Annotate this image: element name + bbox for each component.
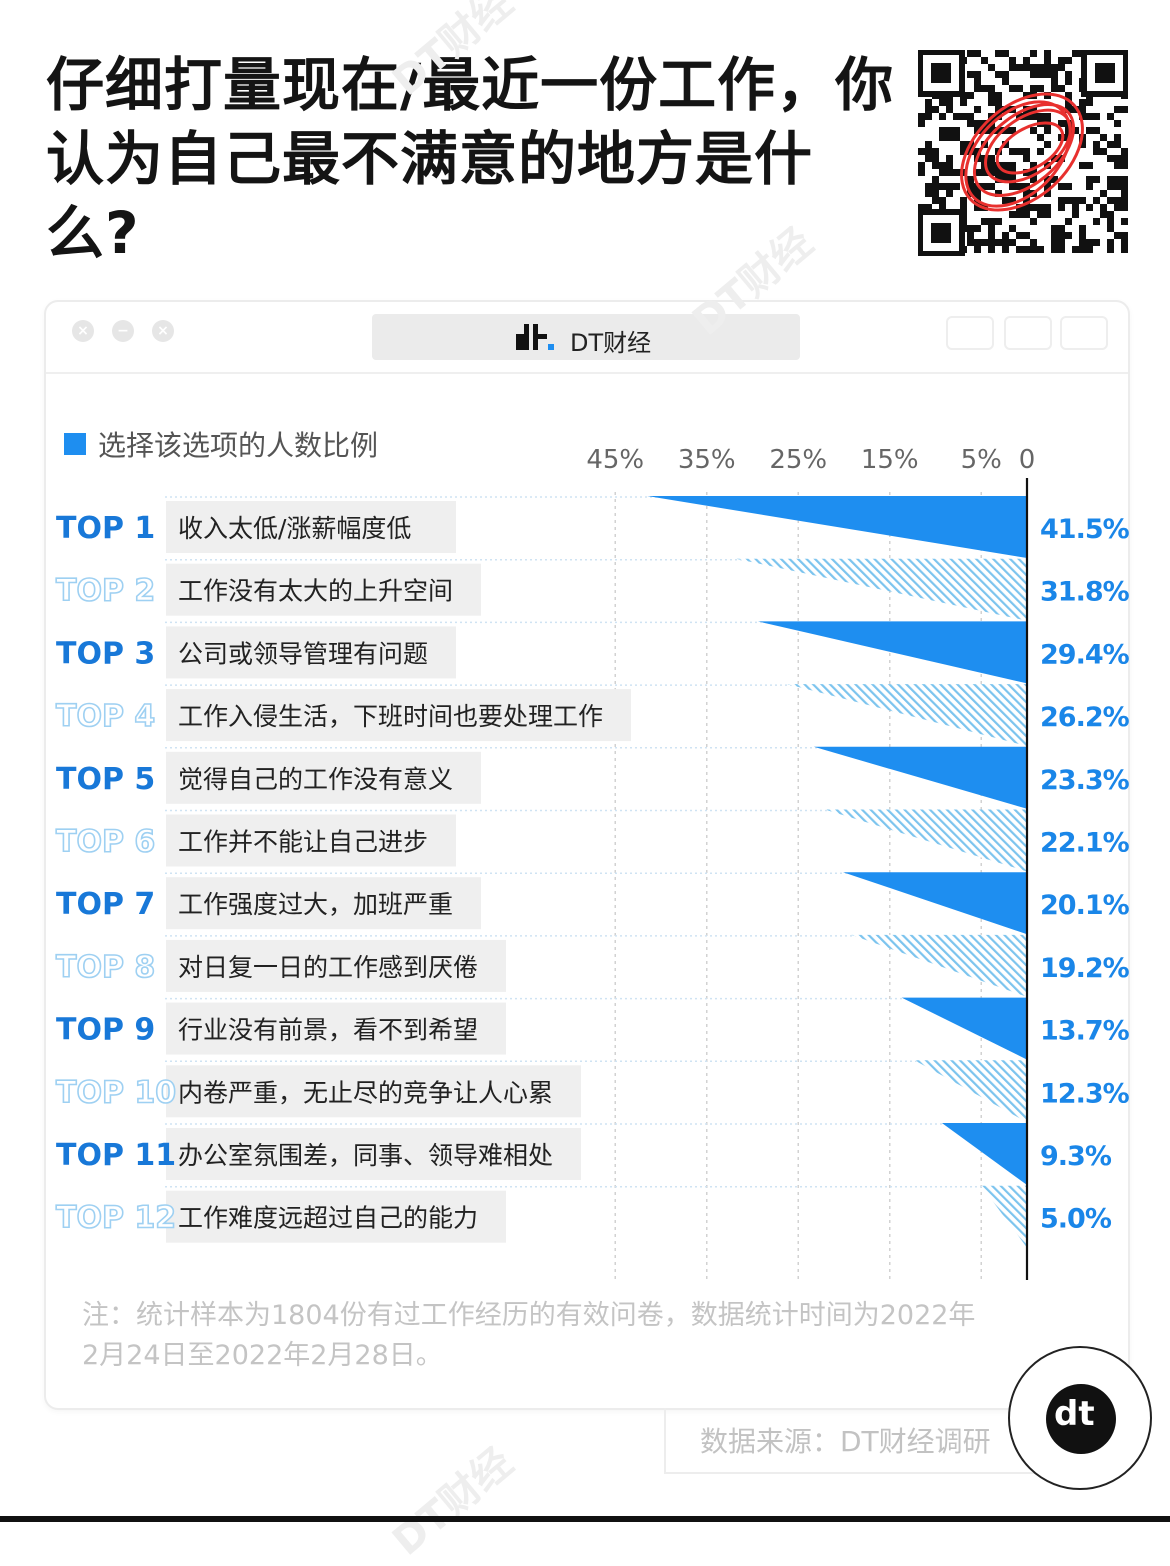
- rank-label: TOP 3: [56, 636, 155, 671]
- qr-code-image: [918, 50, 1128, 256]
- bar: [736, 558, 1027, 621]
- x-tick-label: 15%: [861, 445, 919, 475]
- legend-label: 选择该选项的人数比例: [98, 429, 379, 462]
- rank-label: TOP 10: [56, 1075, 176, 1110]
- category-label-bg: [166, 626, 456, 679]
- category-label: 工作入侵生活，下班时间也要处理工作: [178, 702, 603, 731]
- rank-label: TOP 2: [56, 574, 155, 609]
- chart-legend: 选择该选项的人数比例: [64, 424, 378, 464]
- value-label: 12.3%: [1040, 1078, 1130, 1109]
- category-label-bg: [166, 501, 456, 553]
- rank-label: TOP 9: [56, 1013, 155, 1048]
- category-label: 办公室氛围差，同事、领导难相处: [178, 1141, 553, 1170]
- x-tick-label: 35%: [678, 445, 736, 475]
- category-label-bg: [166, 689, 631, 742]
- bar: [757, 621, 1027, 684]
- bar: [824, 809, 1027, 872]
- bar: [813, 746, 1027, 809]
- x-tick-label: 5%: [961, 445, 1002, 475]
- share-icon[interactable]: [1004, 316, 1052, 350]
- category-label-bg: [166, 1128, 581, 1180]
- value-label: 31.8%: [1040, 577, 1130, 608]
- category-label: 公司或领导管理有问题: [178, 639, 428, 668]
- minimize-icon[interactable]: −: [112, 320, 134, 342]
- x-tick-label: 0: [1019, 445, 1036, 475]
- category-label-bg: [166, 1190, 506, 1243]
- rank-label: TOP 8: [56, 950, 155, 985]
- category-label: 工作没有太大的上升空间: [178, 577, 453, 606]
- rank-label: TOP 5: [56, 762, 155, 797]
- value-label: 26.2%: [1040, 702, 1130, 733]
- category-label: 觉得自己的工作没有意义: [178, 765, 453, 794]
- value-label: 41.5%: [1040, 514, 1130, 545]
- category-label-bg: [166, 563, 481, 616]
- rank-label: TOP 11: [56, 1138, 176, 1173]
- value-label: 20.1%: [1040, 890, 1130, 921]
- value-label: 22.1%: [1040, 828, 1130, 859]
- category-label-bg: [166, 1002, 506, 1055]
- category-label: 收入太低/涨薪幅度低: [178, 514, 411, 543]
- rank-label: TOP 1: [56, 511, 155, 546]
- bar: [914, 1060, 1027, 1123]
- maximize-icon[interactable]: ×: [152, 320, 174, 342]
- window-icon[interactable]: [1060, 316, 1108, 350]
- legend-swatch: [64, 433, 86, 455]
- window-titlebar: × − × DT财经: [46, 302, 1128, 374]
- bar: [647, 496, 1027, 558]
- rank-label: TOP 7: [56, 887, 155, 922]
- category-label: 工作并不能让自己进步: [178, 828, 428, 857]
- bar: [787, 684, 1027, 747]
- bar: [851, 934, 1027, 997]
- dt-logo-icon: [516, 324, 554, 350]
- footnote: 注：统计样本为1804份有过工作经历的有效问卷，数据统计时间为2022年 2月2…: [82, 1296, 1002, 1376]
- record-icon[interactable]: [946, 316, 994, 350]
- category-label: 工作强度过大，加班严重: [178, 890, 453, 919]
- brand-name: DT财经: [570, 329, 652, 357]
- bar-chart: 45% 35% 25% 15% 5% 0 TOP 1 收入太低/涨薪幅度低 41.5% TOP 2…: [55, 445, 1131, 1280]
- data-source: 数据来源：DT财经调研: [700, 1425, 991, 1458]
- dt-badge-text: dt: [1054, 1394, 1095, 1434]
- bar: [981, 1185, 1027, 1248]
- rank-label: TOP 4: [56, 699, 155, 734]
- category-label: 行业没有前景，看不到希望: [178, 1016, 478, 1045]
- rank-label: TOP 6: [56, 825, 155, 860]
- headline: 仔细打量现在/最近一份工作，你 认为自己最不满意的地方是什么?: [46, 48, 906, 270]
- value-label: 23.3%: [1040, 765, 1130, 796]
- source-box: [664, 1408, 1046, 1474]
- headline-line-1: 仔细打量现在/最近一份工作，你: [46, 51, 895, 119]
- value-label: 29.4%: [1040, 639, 1130, 670]
- bar: [843, 872, 1027, 935]
- category-label: 工作难度远超过自己的能力: [178, 1204, 478, 1233]
- category-label-bg: [166, 814, 456, 867]
- category-label-bg: [166, 939, 506, 992]
- category-label: 对日复一日的工作感到厌倦: [178, 953, 478, 982]
- value-label: 5.0%: [1040, 1204, 1112, 1235]
- value-label: 9.3%: [1040, 1141, 1112, 1172]
- rank-label: TOP 12: [56, 1201, 176, 1236]
- bottom-rule: [0, 1516, 1170, 1522]
- dt-badge-logo: [1046, 1384, 1116, 1454]
- footnote-line-2: 2月24日至2022年2月28日。: [82, 1340, 443, 1371]
- x-tick-label: 45%: [586, 445, 644, 475]
- bar: [941, 1123, 1027, 1185]
- headline-line-2: 认为自己最不满意的地方是什么?: [46, 125, 814, 267]
- close-icon[interactable]: ×: [72, 320, 94, 342]
- footnote-line-1: 注：统计样本为1804份有过工作经历的有效问卷，数据统计时间为2022年: [82, 1300, 976, 1331]
- category-label: 内卷严重，无止尽的竞争让人心累: [178, 1078, 553, 1107]
- bar: [901, 997, 1027, 1060]
- x-tick-label: 25%: [769, 445, 827, 475]
- category-label-bg: [166, 877, 481, 930]
- category-label-bg: [166, 1065, 581, 1118]
- value-label: 19.2%: [1040, 953, 1130, 984]
- address-bar[interactable]: DT财经: [372, 314, 800, 360]
- value-label: 13.7%: [1040, 1016, 1130, 1047]
- category-label-bg: [166, 751, 481, 804]
